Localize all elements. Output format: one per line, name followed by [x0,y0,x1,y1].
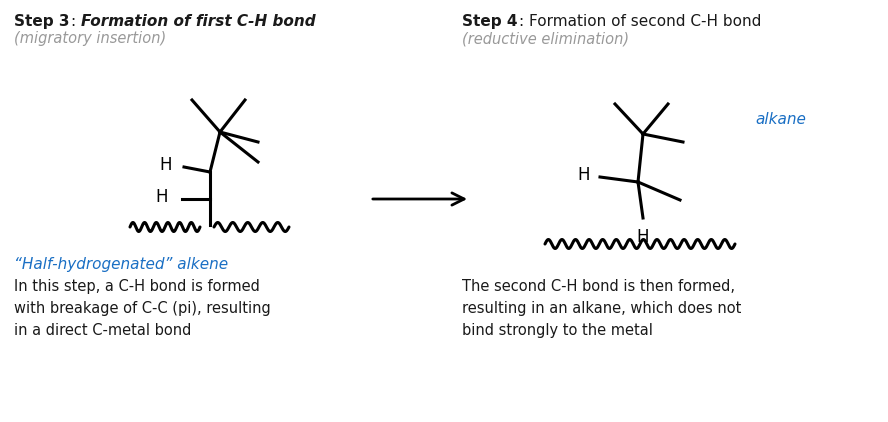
Text: H: H [577,166,590,184]
Text: Step 4: Step 4 [462,14,518,29]
Text: Step 3: Step 3 [14,14,69,29]
Text: alkane: alkane [755,112,806,127]
Text: In this step, a C-H bond is formed
with breakage of C-C (pi), resulting
in a dir: In this step, a C-H bond is formed with … [14,279,271,338]
Text: (reductive elimination): (reductive elimination) [462,31,629,46]
Text: : Formation of second C-H bond: : Formation of second C-H bond [519,14,761,29]
Text: H: H [155,188,168,206]
Text: “Half-hydrogenated” alkene: “Half-hydrogenated” alkene [14,257,228,272]
Text: H: H [160,156,172,174]
Text: The second C-H bond is then formed,
resulting in an alkane, which does not
bind : The second C-H bond is then formed, resu… [462,279,741,338]
Text: Formation of first C-H bond: Formation of first C-H bond [81,14,315,29]
Text: :: : [70,14,81,29]
Text: (migratory insertion): (migratory insertion) [14,31,166,46]
Text: H: H [637,228,649,246]
